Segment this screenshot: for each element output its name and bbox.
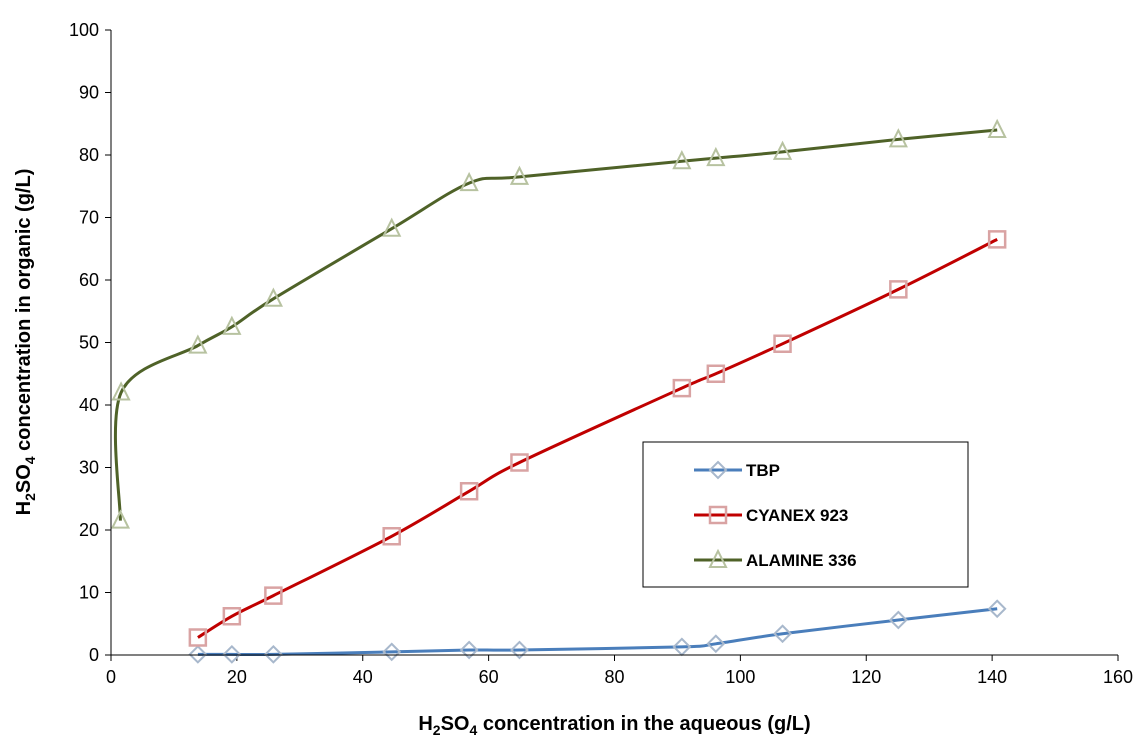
series-layer: [110, 118, 1007, 664]
data-point-alamine-336: [382, 217, 402, 237]
legend: TBP CYANEX 923 ALAMINE 336: [642, 441, 969, 588]
ticks-layer: 0 20 40 60 80 100 120 140 160 0 10 20 30 40 50 60 70 80 90…: [69, 20, 1133, 687]
data-point-cyanex-923: [264, 586, 283, 605]
data-point-tbp: [773, 624, 792, 644]
x-tick-label: 80: [604, 667, 624, 687]
data-point-alamine-336: [459, 171, 479, 192]
legend-swatch-marker: [708, 460, 728, 480]
y-tick-label: 20: [79, 520, 99, 540]
data-point-tbp: [987, 599, 1007, 619]
data-point-alamine-336: [111, 381, 131, 401]
data-point-tbp: [222, 644, 242, 664]
data-point-alamine-336: [509, 165, 530, 185]
data-point-cyanex-923: [987, 230, 1007, 249]
data-point-alamine-336: [110, 509, 131, 529]
y-tick-label: 60: [79, 270, 99, 290]
data-point-cyanex-923: [188, 628, 208, 647]
data-point-cyanex-923: [889, 280, 908, 299]
y-tick-label: 90: [79, 83, 99, 103]
y-axis-title: H2SO4 concentration in organic (g/L): [13, 169, 38, 516]
series-line-cyanex-923: [197, 238, 998, 639]
y-tick-label: 50: [79, 333, 99, 353]
series-cyanex-923: [188, 230, 1007, 647]
x-tick-label: 60: [479, 667, 499, 687]
x-tick-label: 40: [353, 667, 373, 687]
data-point-cyanex-923: [773, 334, 792, 353]
data-point-tbp: [510, 640, 529, 660]
legend-swatch-marker: [708, 505, 728, 525]
legend-item-cyanex-923: CYANEX 923: [694, 505, 848, 525]
x-axis-title: H2SO4 concentration in the aqueous (g/L): [418, 713, 810, 738]
y-tick-label: 100: [69, 20, 99, 40]
x-tick-label: 120: [851, 667, 881, 687]
data-point-tbp: [888, 610, 908, 630]
x-tick-label: 140: [977, 667, 1007, 687]
data-point-tbp: [382, 642, 402, 662]
y-tick-label: 10: [79, 583, 99, 603]
y-tick-label: 0: [89, 645, 99, 665]
data-point-tbp: [459, 640, 479, 660]
data-point-alamine-336: [222, 315, 242, 335]
legend-item-tbp: TBP: [694, 460, 780, 480]
data-point-alamine-336: [263, 287, 283, 307]
x-tick-label: 0: [106, 667, 116, 687]
x-tick-label: 100: [725, 667, 755, 687]
data-point-alamine-336: [672, 150, 692, 170]
y-tick-label: 40: [79, 395, 99, 415]
legend-label: TBP: [746, 461, 780, 480]
data-point-alamine-336: [987, 118, 1007, 138]
series-alamine-336: [110, 118, 1007, 529]
axes-layer: [110, 30, 1118, 656]
y-tick-label: 70: [79, 208, 99, 228]
legend-swatch-marker: [708, 548, 728, 568]
data-point-cyanex-923: [459, 482, 479, 501]
data-point-alamine-336: [772, 140, 793, 160]
data-point-alamine-336: [888, 128, 908, 148]
x-tick-label: 160: [1103, 667, 1133, 687]
data-point-cyanex-923: [672, 378, 692, 398]
x-tick-label: 20: [227, 667, 247, 687]
data-point-cyanex-923: [510, 453, 529, 472]
data-point-cyanex-923: [222, 607, 242, 626]
series-line-tbp: [197, 607, 998, 657]
data-point-tbp: [188, 644, 208, 664]
y-tick-label: 30: [79, 458, 99, 478]
y-tick-label: 80: [79, 145, 99, 165]
data-point-tbp: [706, 634, 726, 654]
legend-label: CYANEX 923: [746, 506, 848, 525]
legend-label: ALAMINE 336: [746, 551, 857, 570]
data-point-alamine-336: [188, 334, 208, 354]
data-point-tbp: [263, 644, 283, 664]
data-point-alamine-336: [706, 146, 726, 167]
data-point-cyanex-923: [382, 527, 401, 546]
data-point-cyanex-923: [706, 364, 726, 383]
legend-item-alamine-336: ALAMINE 336: [694, 548, 857, 570]
